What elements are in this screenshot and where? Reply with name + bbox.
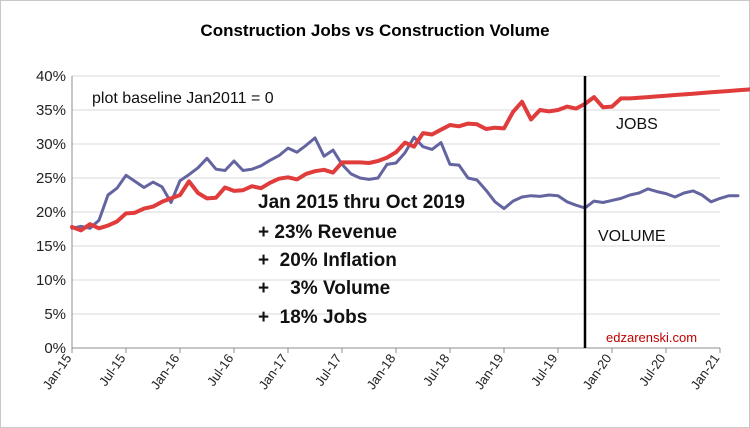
x-tick-label: Jul-17 (312, 351, 345, 389)
summary-line-jobs: + 18% Jobs (258, 307, 367, 328)
credit-watermark: edzarenski.com (606, 330, 697, 345)
jobs-series-label: JOBS (616, 116, 658, 133)
x-tick-label: Jul-20 (636, 351, 669, 389)
summary-line-volume: + 3% Volume (258, 278, 390, 299)
baseline-note: plot baseline Jan2011 = 0 (92, 90, 274, 107)
x-tick-label: Jan-16 (147, 351, 182, 392)
summary-title: Jan 2015 thru Oct 2019 (258, 192, 465, 213)
x-tick-label: Jan-21 (687, 351, 722, 392)
x-tick-label: Jan-17 (255, 351, 290, 392)
y-axis-ticks: 0% 5% 10% 15% 20% 25% 30% 35% 40% (36, 68, 66, 357)
x-tick-label: Jan-18 (363, 351, 398, 392)
volume-series-label: VOLUME (598, 228, 666, 245)
x-tick-label: Jan-20 (579, 351, 614, 392)
series-line-volume (70, 135, 740, 230)
x-axis-ticks: Jan-15 Jul-15 Jan-16 Jul-16 Jan-17 Jul-17 Jan-… (39, 348, 722, 392)
series-line-jobs (70, 87, 750, 233)
x-tick-label: Jul-19 (528, 351, 561, 389)
chart-title: Construction Jobs vs Construction Volume (200, 21, 549, 40)
summary-line-inflation: + 20% Inflation (258, 250, 397, 271)
x-tick-label: Jul-18 (420, 351, 453, 389)
y-tick-label: 20% (36, 204, 66, 221)
y-tick-label: 10% (36, 272, 66, 289)
x-tick-label: Jul-15 (96, 351, 129, 389)
y-tick-label: 35% (36, 102, 66, 119)
summary-line-revenue: + 23% Revenue (258, 222, 397, 243)
y-tick-label: 25% (36, 170, 66, 187)
y-tick-label: 15% (36, 238, 66, 255)
y-tick-label: 30% (36, 136, 66, 153)
x-tick-label: Jan-19 (471, 351, 506, 392)
y-tick-label: 5% (44, 306, 66, 323)
y-tick-label: 0% (44, 340, 66, 357)
x-tick-label: Jan-15 (39, 351, 74, 392)
y-tick-label: 40% (36, 68, 66, 85)
x-tick-label: Jul-16 (204, 351, 237, 389)
series-lines (70, 87, 750, 233)
